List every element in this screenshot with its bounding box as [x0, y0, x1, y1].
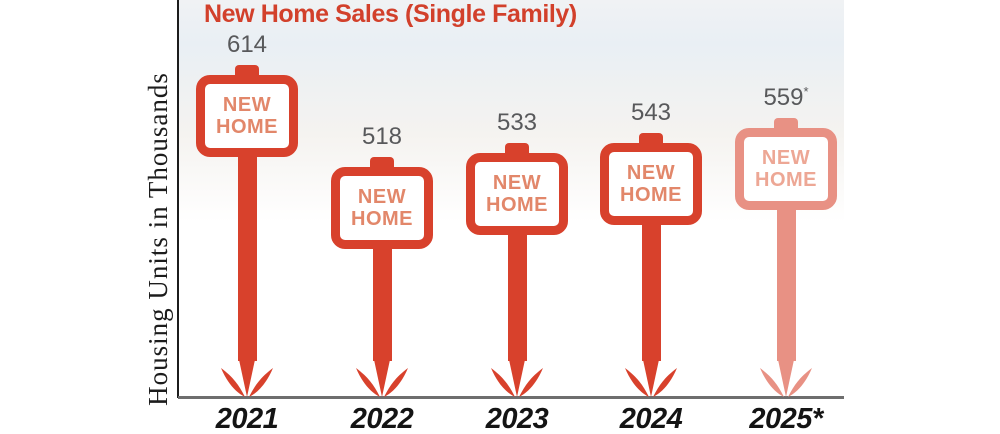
x-tick-label: 2022 [350, 403, 414, 434]
grass-icon [356, 355, 408, 397]
sign-post [776, 203, 796, 361]
value-label: 559* [763, 83, 809, 111]
x-tick-label: 2023 [485, 403, 549, 434]
projection-asterisk: * [803, 83, 809, 99]
sign-board: NEW HOME [600, 143, 702, 226]
grass-icon [760, 355, 812, 397]
sign-post [641, 219, 661, 361]
y-axis-label: Housing Units in Thousands [143, 72, 173, 406]
sign-board-text: NEW HOME [486, 171, 548, 216]
x-tick-label: 2021 [215, 403, 279, 434]
sign-board: NEW HOME [466, 152, 568, 235]
value-label: 533 [496, 108, 538, 136]
sign-board-text: NEW HOME [216, 94, 278, 138]
value-label: 614 [226, 31, 268, 58]
grass-icon [625, 355, 677, 397]
sign-post [507, 228, 527, 361]
sign-board-text: NEW HOME [351, 185, 413, 230]
value-label: 518 [361, 122, 403, 150]
x-axis-line [178, 396, 844, 399]
grass-icon [221, 355, 273, 397]
sign-board-text: NEW HOME [755, 146, 817, 191]
sign-post [237, 151, 257, 361]
sign-board: NEW HOME [196, 75, 298, 157]
sign-post [372, 242, 392, 361]
x-tick-label: 2025* [749, 403, 823, 434]
sign-board: NEW HOME [735, 127, 837, 210]
chart-title: New Home Sales (Single Family) [204, 0, 577, 28]
sign-board: NEW HOME [331, 166, 433, 249]
value-label: 543 [630, 99, 672, 127]
x-tick-label: 2024 [619, 403, 683, 434]
y-axis-line [177, 0, 179, 398]
grass-icon [491, 355, 543, 397]
sign-board-text: NEW HOME [620, 162, 682, 207]
